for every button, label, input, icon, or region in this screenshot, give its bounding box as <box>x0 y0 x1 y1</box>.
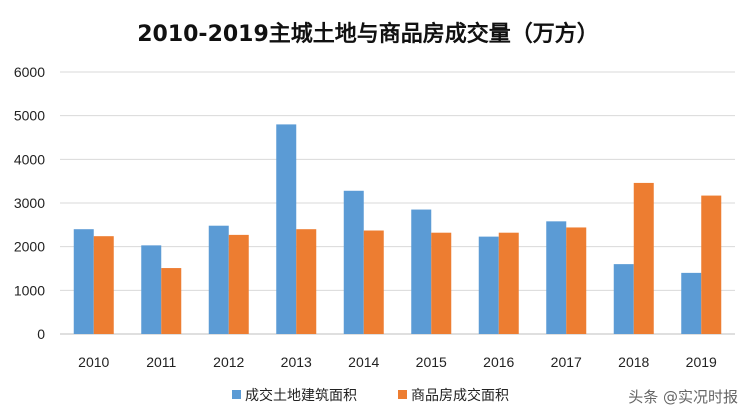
y-tick-label: 0 <box>37 326 45 342</box>
y-tick-label: 3000 <box>14 195 45 211</box>
x-tick-label: 2015 <box>416 354 447 370</box>
bar-housing-2010 <box>93 236 114 334</box>
x-tick-label: 2013 <box>281 354 312 370</box>
legend-swatch <box>398 390 407 399</box>
legend-swatch <box>232 390 241 399</box>
y-tick-label: 5000 <box>14 108 45 124</box>
y-axis-ticks: 0 1000 2000 3000 4000 5000 6000 <box>14 64 45 342</box>
watermark: 头条 @实况时报 <box>628 388 738 406</box>
legend: 成交土地建筑面积 商品房成交面积 <box>232 387 509 404</box>
x-tick-label: 2019 <box>686 354 717 370</box>
bar-land-2016 <box>478 236 499 334</box>
y-tick-label: 1000 <box>14 282 45 298</box>
x-tick-label: 2018 <box>618 354 649 370</box>
y-tick-label: 2000 <box>14 239 45 255</box>
bar-housing-2018 <box>633 182 654 334</box>
bar-housing-2014 <box>363 230 384 334</box>
bar-land-2018 <box>613 264 634 334</box>
x-tick-label: 2011 <box>146 354 176 370</box>
bar-land-2019 <box>681 272 702 334</box>
bar-land-2014 <box>343 190 364 334</box>
bar-land-2017 <box>546 221 567 334</box>
chart-title: 2010-2019主城土地与商品房成交量（万方） <box>137 21 599 47</box>
x-tick-label: 2017 <box>551 354 582 370</box>
bar-land-2015 <box>411 209 432 334</box>
x-tick-label: 2012 <box>213 354 244 370</box>
bar-housing-2016 <box>498 232 519 334</box>
y-tick-label: 4000 <box>14 151 45 167</box>
bar-housing-2011 <box>161 268 182 334</box>
bars <box>73 124 722 335</box>
bar-housing-2015 <box>431 232 452 334</box>
bar-land-2012 <box>208 225 229 334</box>
bar-land-2010 <box>73 229 94 334</box>
legend-label: 成交土地建筑面积 <box>245 387 357 404</box>
legend-label: 商品房成交面积 <box>411 387 509 404</box>
bar-land-2011 <box>141 245 162 334</box>
bar-housing-2013 <box>296 229 317 334</box>
x-tick-label: 2016 <box>483 354 514 370</box>
bar-housing-2017 <box>566 227 587 334</box>
bar-land-2013 <box>276 124 297 335</box>
x-tick-label: 2010 <box>78 354 109 370</box>
y-tick-label: 6000 <box>14 64 45 80</box>
x-axis-ticks: 2010 2011 2012 2013 2014 2015 2016 2017 2018 2019 <box>78 354 717 370</box>
x-tick-label: 2014 <box>348 354 379 370</box>
bar-housing-2019 <box>701 195 722 334</box>
bar-housing-2012 <box>228 234 249 334</box>
